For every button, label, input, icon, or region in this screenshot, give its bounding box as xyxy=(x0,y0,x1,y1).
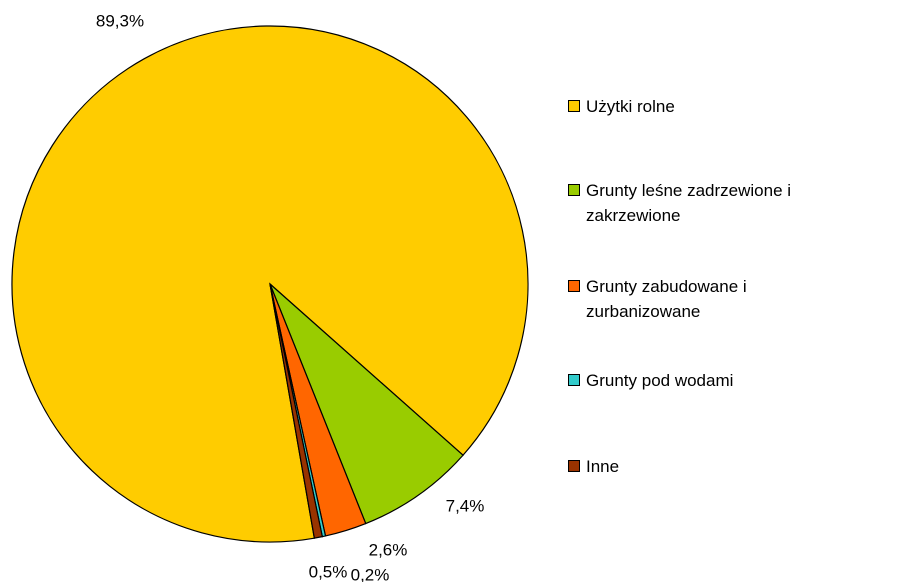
pie-slice xyxy=(269,283,464,525)
legend-label: Grunty pod wodami xyxy=(586,371,734,390)
legend-item: Grunty zabudowane i zurbanizowane xyxy=(568,274,856,324)
legend-label: Inne xyxy=(586,457,620,476)
legend-item: Inne xyxy=(568,454,856,479)
legend-item: Użytki rolne xyxy=(568,94,856,119)
legend-swatch xyxy=(568,280,580,292)
legend-label: Grunty leśne zadrzewione i zakrzewione xyxy=(586,181,792,225)
legend-label: Grunty zabudowane i zurbanizowane xyxy=(586,277,747,321)
legend-label: Użytki rolne xyxy=(586,97,675,116)
value-label: 0,5% xyxy=(309,562,348,581)
legend-swatch xyxy=(568,374,580,386)
legend-swatch xyxy=(568,460,580,472)
value-label: 2,6% xyxy=(369,540,408,559)
legend-item: Grunty leśne zadrzewione i zakrzewione xyxy=(568,178,856,228)
pie-slice xyxy=(269,283,324,539)
legend-item: Grunty pod wodami xyxy=(568,368,856,393)
legend-swatch xyxy=(568,100,580,112)
pie-slice xyxy=(11,25,529,543)
value-label: 0,2% xyxy=(351,565,390,582)
legend-swatch xyxy=(568,184,580,196)
value-label: 7,4% xyxy=(446,496,485,515)
value-label: 89,3% xyxy=(96,11,144,30)
